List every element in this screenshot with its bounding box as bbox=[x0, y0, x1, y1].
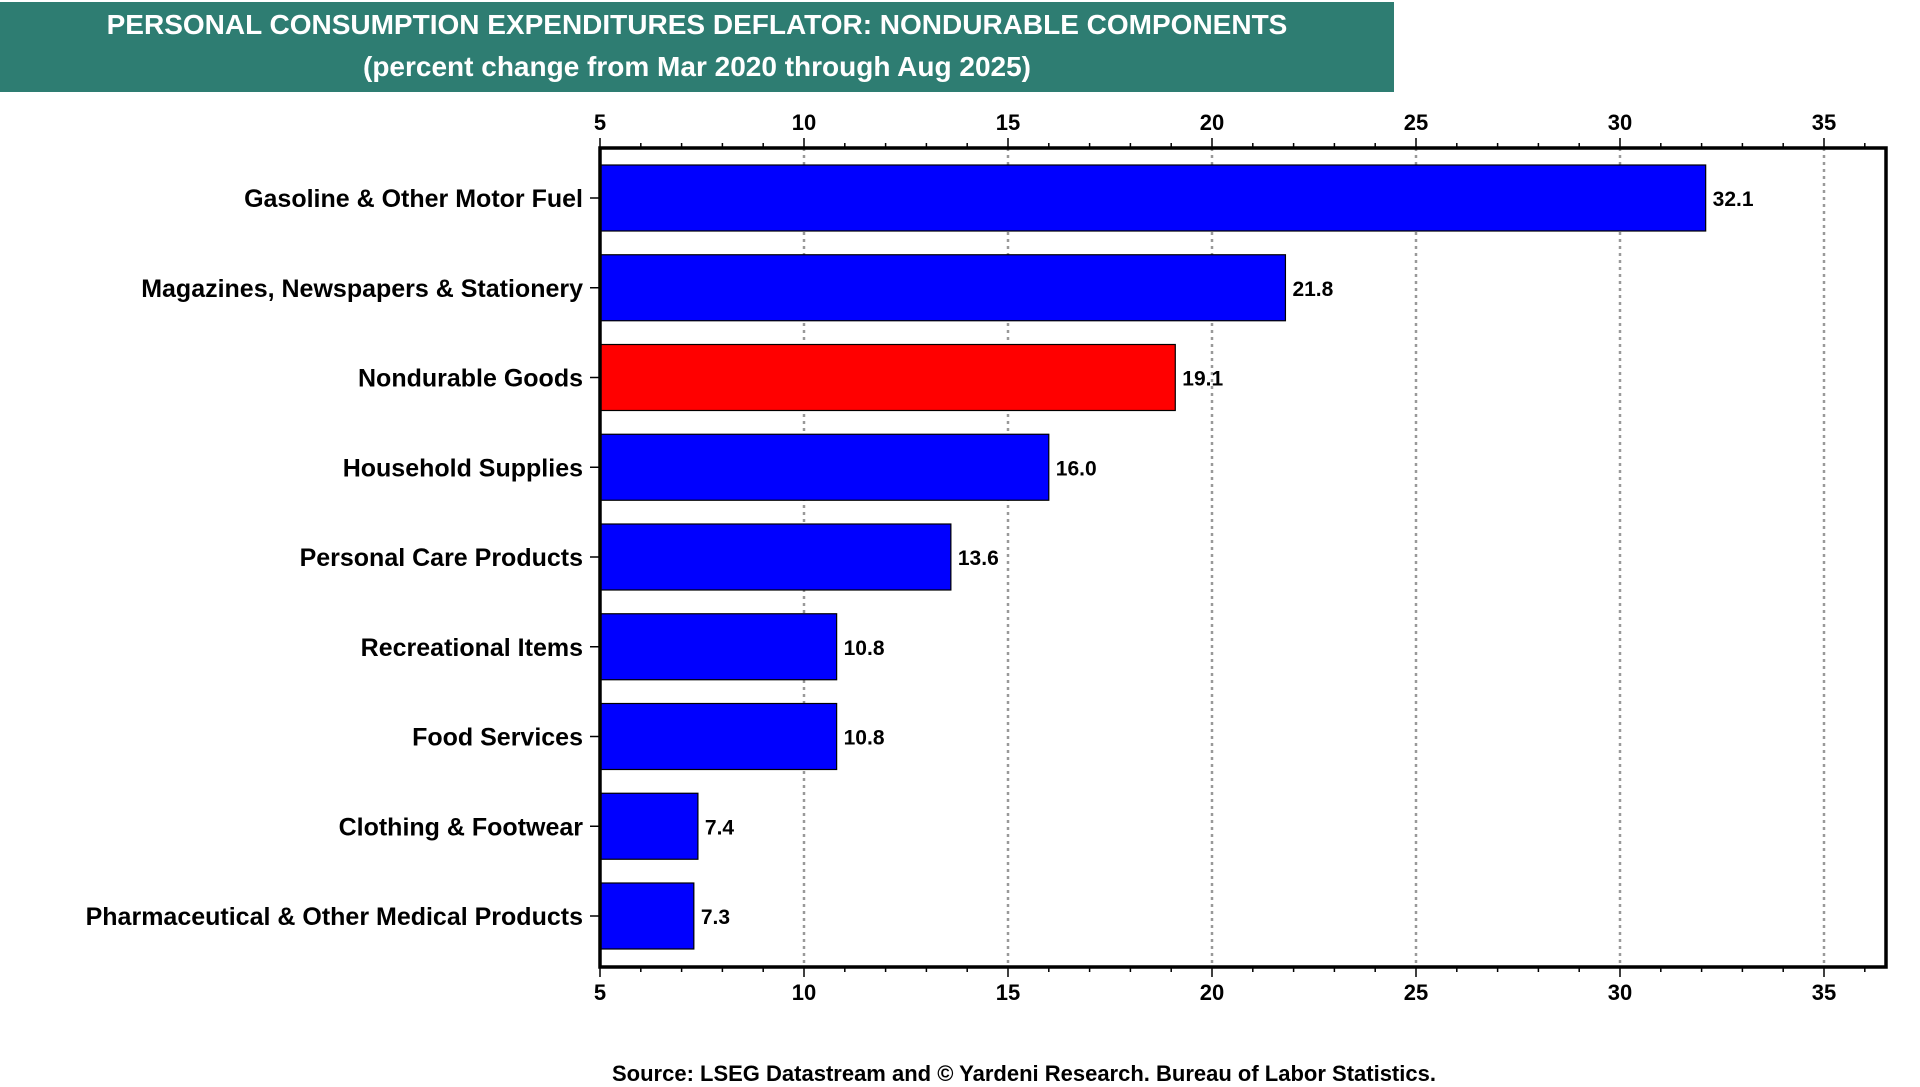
x-tick-label-bottom: 5 bbox=[594, 980, 606, 1005]
bar bbox=[599, 343, 1176, 412]
bar bbox=[599, 882, 695, 950]
chart-subtitle: (percent change from Mar 2020 through Au… bbox=[363, 51, 1031, 82]
value-label: 16.0 bbox=[1056, 457, 1097, 480]
category-label: Nondurable Goods bbox=[358, 365, 583, 393]
x-tick-label-bottom: 30 bbox=[1608, 980, 1632, 1005]
category-label: Recreational Items bbox=[361, 634, 583, 662]
category-label: Food Services bbox=[412, 724, 583, 752]
x-tick-label-bottom: 25 bbox=[1404, 980, 1428, 1005]
bar bbox=[599, 254, 1287, 322]
bar bbox=[599, 433, 1050, 501]
value-label: 7.4 bbox=[705, 816, 735, 839]
bar bbox=[599, 523, 952, 591]
chart-title: PERSONAL CONSUMPTION EXPENDITURES DEFLAT… bbox=[106, 9, 1288, 40]
x-tick-label-top: 10 bbox=[792, 110, 816, 135]
x-tick-label-top: 20 bbox=[1200, 110, 1224, 135]
x-tick-label-bottom: 35 bbox=[1812, 980, 1836, 1005]
x-tick-label-top: 30 bbox=[1608, 110, 1632, 135]
category-label: Personal Care Products bbox=[300, 544, 583, 572]
value-label: 10.8 bbox=[844, 727, 885, 750]
category-label: Pharmaceutical & Other Medical Products bbox=[86, 903, 583, 931]
category-label: Gasoline & Other Motor Fuel bbox=[244, 185, 583, 213]
x-tick-label-bottom: 15 bbox=[996, 980, 1020, 1005]
bar bbox=[599, 702, 838, 771]
category-label: Household Supplies bbox=[343, 454, 583, 482]
x-tick-label-top: 25 bbox=[1404, 110, 1428, 135]
value-label: 19.1 bbox=[1182, 368, 1223, 391]
value-label: 13.6 bbox=[958, 547, 999, 570]
value-label: 10.8 bbox=[844, 637, 885, 660]
value-label: 21.8 bbox=[1292, 278, 1333, 301]
category-label: Magazines, Newspapers & Stationery bbox=[141, 275, 583, 303]
bar bbox=[599, 792, 699, 860]
x-tick-label-bottom: 20 bbox=[1200, 980, 1224, 1005]
source-note: Source: LSEG Datastream and © Yardeni Re… bbox=[612, 1061, 1436, 1086]
x-tick-label-bottom: 10 bbox=[792, 980, 816, 1005]
bar bbox=[599, 613, 838, 681]
x-tick-label-top: 15 bbox=[996, 110, 1020, 135]
value-label: 32.1 bbox=[1713, 188, 1754, 211]
x-tick-label-top: 5 bbox=[594, 110, 606, 135]
x-tick-label-top: 35 bbox=[1812, 110, 1836, 135]
title-banner: PERSONAL CONSUMPTION EXPENDITURES DEFLAT… bbox=[0, 2, 1394, 92]
bar bbox=[599, 164, 1707, 232]
category-label: Clothing & Footwear bbox=[339, 813, 584, 841]
plot-frame bbox=[598, 146, 1888, 969]
value-label: 7.3 bbox=[701, 906, 730, 929]
